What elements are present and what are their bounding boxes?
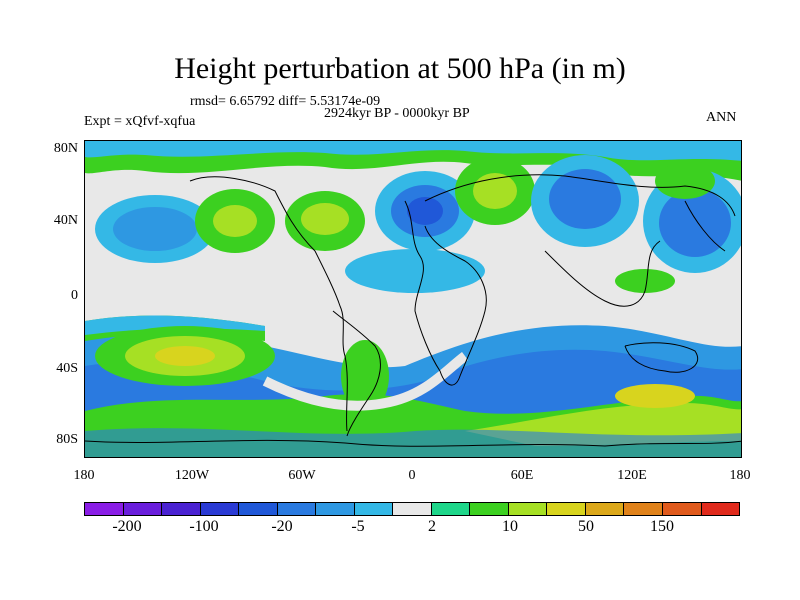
colorbar-label: 2	[428, 518, 436, 535]
x-tick-label: 60E	[510, 468, 534, 483]
colorbar-label: 150	[650, 518, 674, 535]
colorbar-label: -20	[271, 518, 293, 535]
colorbar-swatch	[200, 503, 240, 515]
colorbar-swatch	[277, 503, 317, 515]
y-tick-label: 0	[71, 288, 78, 303]
colorbar-swatch	[701, 503, 740, 515]
colorbar-label: -100	[189, 518, 219, 535]
colorbar-swatch	[85, 503, 124, 515]
x-tick-label: 0	[408, 468, 416, 483]
x-tick-label: 120E	[617, 468, 647, 483]
experiment-label: Expt = xQfvf-xqfua	[84, 114, 196, 129]
x-tick-label: 180	[73, 468, 95, 483]
y-tick-label: 80S	[56, 432, 78, 447]
colorbar-label: -200	[112, 518, 142, 535]
colorbar	[84, 502, 740, 516]
period-text: 2924kyr BP - 0000kyr BP	[324, 106, 470, 121]
y-tick-label: 80N	[53, 141, 78, 156]
colorbar-swatch	[662, 503, 702, 515]
x-tick-label: 120W	[174, 468, 210, 483]
colorbar-swatch	[585, 503, 625, 515]
colorbar-swatch	[316, 503, 355, 515]
map-panel	[84, 140, 742, 458]
season-label: ANN	[706, 110, 737, 125]
height-field-map	[85, 141, 741, 457]
colorbar-swatch	[354, 503, 394, 515]
colorbar-swatch	[624, 503, 663, 515]
colorbar-label: 50	[578, 518, 594, 535]
rmsd-text: rmsd= 6.65792 diff= 5.53174e-09	[190, 94, 381, 109]
colorbar-swatch	[393, 503, 432, 515]
x-tick-label: 180	[729, 468, 751, 483]
plot-title: Height perturbation at 500 hPa (in m)	[174, 52, 626, 85]
colorbar-swatch	[470, 503, 509, 515]
colorbar-swatch	[162, 503, 201, 515]
x-tick-label: 60W	[288, 468, 316, 483]
colorbar-label: 10	[502, 518, 518, 535]
y-tick-label: 40S	[56, 361, 78, 376]
colorbar-swatch	[123, 503, 163, 515]
colorbar-swatch	[239, 503, 278, 515]
colorbar-swatch	[431, 503, 471, 515]
colorbar-swatch	[508, 503, 548, 515]
colorbar-label: -5	[351, 518, 365, 535]
colorbar-swatch	[547, 503, 586, 515]
y-tick-label: 40N	[53, 213, 78, 228]
